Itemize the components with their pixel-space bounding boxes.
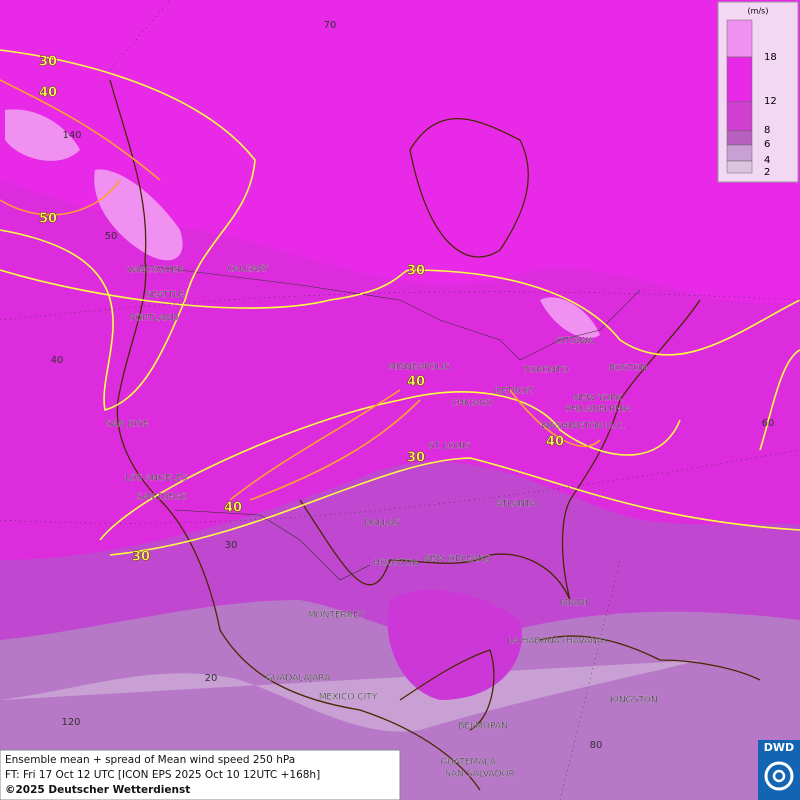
city-label: SEATTLE (146, 291, 185, 301)
legend-swatch (726, 101, 753, 132)
legend-level: 18 (764, 52, 777, 63)
city-label: SAN DIEGO (137, 493, 188, 503)
field-high (0, 0, 800, 304)
grid-label: 140 (62, 130, 81, 141)
contour-label: 30 (39, 55, 57, 70)
legend-level: 6 (764, 139, 770, 150)
legend-level: 2 (764, 167, 770, 178)
city-label: OTTAWA (556, 337, 594, 347)
field-peak (94, 169, 183, 261)
contour-label: 30 (407, 451, 425, 466)
contour-label: 40 (224, 501, 242, 516)
city-label: MINNEAPOLIS (388, 363, 450, 373)
field-blob (387, 589, 522, 700)
city-label: DETROIT (494, 387, 534, 397)
city-label: SAN JOSE (106, 420, 149, 430)
city-label: LOS ANGELES (125, 474, 188, 484)
grid-label: 20 (205, 673, 218, 684)
borders (139, 264, 641, 581)
grid-label: 70 (324, 20, 337, 31)
legend-swatch (726, 144, 753, 162)
contour-label: 40 (546, 435, 564, 450)
city-label: TORONTO (522, 366, 568, 376)
legend-level: 12 (764, 96, 777, 107)
grid-label: 40 (51, 355, 64, 366)
city-label: KINGSTON (610, 696, 657, 706)
footer-box (0, 749, 401, 800)
logo-icon (772, 769, 786, 783)
grid-label: 80 (590, 740, 603, 751)
footer-copyright: ©2025 Deutscher Wetterdienst (5, 784, 190, 796)
field-peak (540, 297, 600, 339)
grid-label: 120 (61, 717, 80, 728)
city-label: NEW ORLEANS (424, 555, 491, 565)
city-label: HOUSTON (373, 559, 418, 569)
legend-unit: (m/s) (748, 7, 769, 16)
city-label: MIAMI (561, 599, 588, 609)
coastlines (109, 79, 761, 791)
legend-swatch (726, 56, 753, 103)
city-label: PHILADELPHIA (566, 405, 632, 415)
city-label: MEXICO CITY (319, 693, 378, 703)
logo-icon (764, 761, 794, 791)
legend-swatch (726, 130, 753, 146)
contours (0, 49, 800, 556)
grid-label: 60 (762, 418, 775, 429)
city-label: GUATEMALA (440, 758, 496, 768)
city-label: GUADALAJARA (266, 674, 332, 684)
legend-swatch (726, 19, 753, 58)
city-label: PORTLAND (130, 314, 179, 324)
city-label: ATLANTA (496, 500, 537, 510)
contour-label: 50 (39, 212, 57, 227)
legend-level: 4 (764, 155, 770, 166)
field-lowest (0, 660, 700, 732)
city-label: ST. LOUIS (428, 442, 471, 452)
legend-swatch (726, 160, 753, 174)
contour-label: 40 (39, 86, 57, 101)
footer-title: Ensemble mean + spread of Mean wind spee… (5, 754, 295, 766)
contour-label: 40 (407, 375, 425, 390)
city-label: DALLAS (364, 519, 399, 529)
contour-label: 30 (132, 550, 150, 565)
legend-level: 8 (764, 125, 770, 136)
grid-label: 50 (105, 231, 118, 242)
logo-text: DWD (764, 741, 794, 754)
city-label: BOSTON (609, 364, 647, 374)
city-label: VANCOUVER (127, 266, 184, 276)
city-label: BELMOPAN (458, 722, 507, 732)
city-label: NEW YORK (574, 394, 624, 404)
city-label: MONTERREY (308, 611, 365, 621)
city-label: SAN SALVADOR (445, 770, 515, 780)
footer-time: FT: Fri 17 Oct 12 UTC [ICON EPS 2025 Oct… (5, 769, 320, 781)
city-label: LA HABANA (HAVANA) (507, 637, 606, 647)
grid-label: 30 (225, 540, 238, 551)
city-label: WASHINGTON D.C. (541, 422, 625, 432)
city-label: CALGARY (227, 265, 269, 275)
field-peak (5, 109, 80, 161)
city-label: CHICAGO (451, 399, 493, 409)
contour-label: 30 (407, 264, 425, 279)
